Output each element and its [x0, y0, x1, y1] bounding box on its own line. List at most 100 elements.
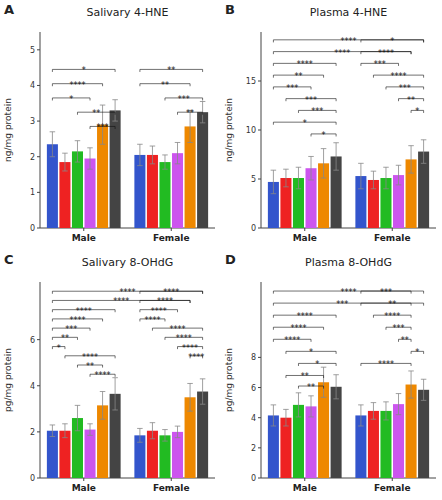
- error-bar: [162, 155, 168, 169]
- bar: [406, 385, 417, 478]
- significance-label: ***: [97, 123, 109, 132]
- error-bar: [371, 171, 377, 189]
- error-bar: [371, 403, 377, 420]
- significance-label: ****: [176, 334, 192, 343]
- error-bar: [162, 430, 168, 442]
- bar: [393, 404, 404, 478]
- error-bar: [408, 371, 414, 398]
- significance-label: **: [161, 81, 169, 90]
- significance-label: ****: [170, 325, 186, 334]
- significance-label: ****: [391, 72, 407, 81]
- significance-label: ****: [341, 37, 357, 46]
- significance-label: *: [303, 119, 307, 128]
- error-bar: [383, 167, 389, 189]
- error-bar: [50, 132, 56, 157]
- panel-label: C: [4, 252, 14, 267]
- bar: [159, 162, 170, 228]
- panel: CSalivary 8-OHdGpg/mg protein0246MaleFem…: [3, 252, 215, 493]
- error-bar: [50, 425, 56, 437]
- figure: ASalivary 4-HNEng/mg protein012345MaleFe…: [0, 0, 442, 500]
- significance-label: ***: [311, 107, 323, 116]
- error-bar: [308, 156, 314, 180]
- x-tick: [83, 478, 84, 481]
- error-bar: [75, 405, 81, 430]
- x-tick: [392, 478, 393, 481]
- error-bar: [383, 402, 389, 420]
- significance-label: **: [307, 383, 315, 392]
- significance-label: ****: [120, 288, 136, 297]
- bar: [59, 162, 70, 228]
- significance-label: **: [86, 362, 94, 371]
- y-axis-line: [261, 282, 262, 478]
- significance-label: **: [186, 109, 194, 118]
- significance-label: **: [61, 334, 69, 343]
- significance-label: ****: [284, 336, 300, 345]
- significance-label: ****: [297, 60, 313, 69]
- bar: [47, 431, 58, 478]
- plot-area: [47, 69, 208, 228]
- x-tick-label: Female: [153, 233, 190, 243]
- error-bar: [137, 428, 143, 442]
- title: Salivary 8-OHdG: [82, 256, 173, 269]
- significance-label: ****: [341, 288, 357, 297]
- significance-label: **: [301, 372, 309, 381]
- y-tick-label: 5: [251, 175, 256, 184]
- error-bar: [200, 379, 206, 404]
- significance-label: *: [82, 66, 86, 75]
- x-tick: [304, 478, 305, 481]
- significance-label: ****: [144, 316, 160, 325]
- error-bar: [358, 405, 364, 426]
- x-tick: [171, 228, 172, 231]
- bar: [331, 387, 342, 478]
- x-tick-label: Female: [374, 233, 411, 243]
- error-bar: [75, 141, 81, 162]
- significance-label: ****: [151, 307, 167, 316]
- x-tick: [304, 228, 305, 231]
- y-axis-label: ng/mg protein: [3, 98, 13, 162]
- panel-label: D: [225, 252, 236, 267]
- bar: [172, 153, 183, 228]
- y-axis-label: pg/mg protein: [224, 348, 234, 412]
- error-bar: [408, 146, 414, 173]
- significance-label: ****: [69, 316, 85, 325]
- x-tick-label: Male: [72, 483, 96, 493]
- error-bar: [358, 163, 364, 188]
- y-axis-line: [40, 282, 41, 478]
- error-bar: [150, 423, 156, 439]
- significance-label: *: [309, 348, 313, 357]
- error-bar: [112, 100, 118, 121]
- significance-label: ****: [113, 297, 129, 306]
- y-tick-label: 1: [30, 188, 35, 197]
- error-bar: [62, 153, 68, 171]
- significance-label: ****: [378, 49, 394, 58]
- bar: [418, 390, 429, 478]
- bar: [159, 435, 170, 478]
- panel: ASalivary 4-HNEng/mg protein012345MaleFe…: [3, 2, 215, 243]
- error-bar: [150, 146, 156, 164]
- x-tick: [83, 228, 84, 231]
- bar: [280, 418, 291, 478]
- y-tick-label: 0: [251, 224, 256, 233]
- title: Plasma 8-OHdG: [305, 256, 392, 269]
- significance-label: ****: [82, 353, 98, 362]
- significance-label: *: [315, 360, 319, 369]
- x-tick-label: Male: [293, 233, 317, 243]
- significance-label: **: [388, 300, 396, 309]
- significance-label: ****: [95, 371, 111, 380]
- error-bar: [112, 378, 118, 410]
- bar: [85, 430, 96, 478]
- significance-label: ***: [65, 325, 77, 334]
- error-bar: [283, 409, 289, 426]
- significance-label: ***: [336, 300, 348, 309]
- error-bar: [333, 375, 339, 399]
- y-tick-label: 6: [251, 384, 256, 393]
- y-tick-label: 0: [251, 474, 256, 483]
- y-tick-label: 5: [30, 46, 35, 55]
- error-bar: [271, 405, 277, 426]
- panel-label: B: [225, 2, 235, 17]
- error-bar: [175, 426, 181, 438]
- significance-label: ****: [182, 344, 198, 353]
- error-bar: [308, 396, 314, 417]
- y-tick-label: 0: [30, 224, 35, 233]
- x-tick: [392, 228, 393, 231]
